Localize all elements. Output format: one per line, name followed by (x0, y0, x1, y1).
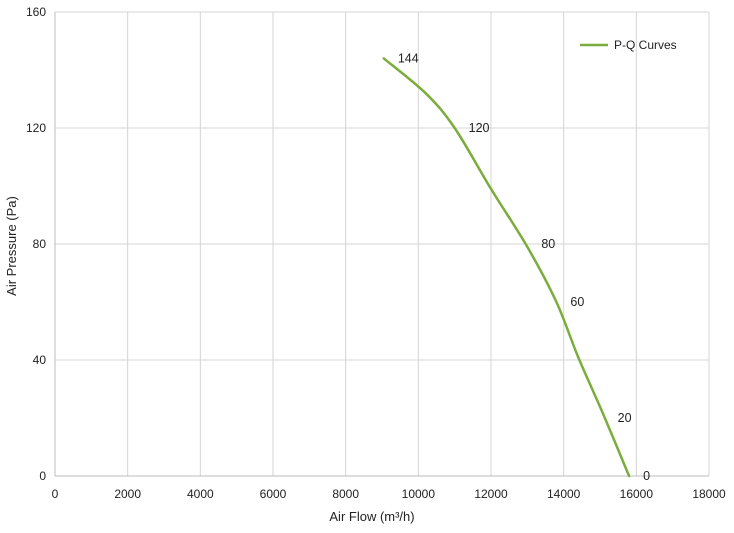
data-label: 60 (570, 295, 584, 309)
x-tick-label: 6000 (260, 487, 287, 501)
y-tick-label: 160 (26, 5, 46, 19)
x-tick-label: 0 (52, 487, 59, 501)
y-axis-title: Air Pressure (Pa) (4, 196, 19, 296)
legend: P-Q Curves (580, 38, 677, 52)
data-label: 20 (618, 411, 632, 425)
legend-label: P-Q Curves (614, 38, 677, 52)
x-tick-label: 18000 (692, 487, 726, 501)
x-tick-label: 14000 (547, 487, 581, 501)
x-tick-label: 8000 (332, 487, 359, 501)
x-tick-label: 4000 (187, 487, 214, 501)
data-label: 80 (541, 237, 555, 251)
grid-lines (55, 11, 710, 476)
data-labels: 144 120 80 60 20 0 (398, 51, 650, 483)
y-tick-label: 80 (33, 237, 47, 251)
x-axis-title: Air Flow (m³/h) (329, 509, 414, 524)
pq-curve-line (382, 57, 631, 478)
x-tick-label: 2000 (114, 487, 141, 501)
x-tick-label: 10000 (402, 487, 436, 501)
y-tick-label: 40 (33, 353, 47, 367)
x-tick-label: 16000 (620, 487, 654, 501)
series-layer (382, 57, 631, 478)
y-tick-label: 0 (39, 469, 46, 483)
y-tick-label: 120 (26, 121, 46, 135)
data-label: 120 (469, 121, 490, 135)
tick-labels: 0 2000 4000 6000 8000 10000 12000 14000 16000 180… (26, 5, 726, 501)
data-label: 0 (643, 469, 650, 483)
data-label: 144 (398, 51, 419, 65)
x-tick-label: 12000 (474, 487, 508, 501)
axes (54, 12, 709, 477)
